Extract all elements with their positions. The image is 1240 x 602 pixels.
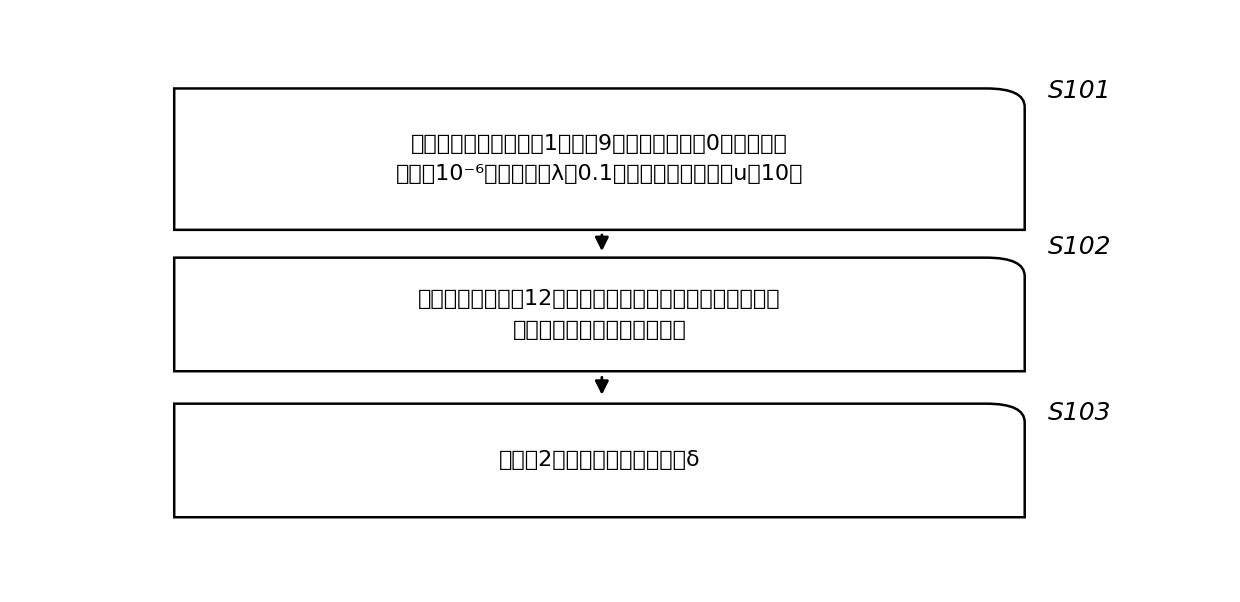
PathPatch shape [174,404,1024,517]
Text: S102: S102 [1048,235,1111,259]
PathPatch shape [174,88,1024,230]
Text: S101: S101 [1048,79,1111,103]
Text: 由测量值和分别刳12个待求未知数求偏导获得的公式，求出: 由测量值和分别刳12个待求未知数求偏导获得的公式，求出 [418,290,781,309]
Text: S103: S103 [1048,401,1111,425]
PathPatch shape [174,258,1024,371]
Text: 选择三个刻度系数都为1，其他9个未知系数都为0，终止控制: 选择三个刻度系数都为1，其他9个未知系数都为0，终止控制 [410,134,787,154]
Text: 常数为10⁻⁶、阻尼系数λ为0.1、以及阻尼缩放倍数u为10；: 常数为10⁻⁶、阻尼系数λ为0.1、以及阻尼缩放倍数u为10； [396,164,804,184]
Text: 由步骤2求得的式子求解出增量δ: 由步骤2求得的式子求解出增量δ [498,450,701,470]
Text: 雅可比矩阵，构造出阻尼方程: 雅可比矩阵，构造出阻尼方程 [512,320,687,340]
